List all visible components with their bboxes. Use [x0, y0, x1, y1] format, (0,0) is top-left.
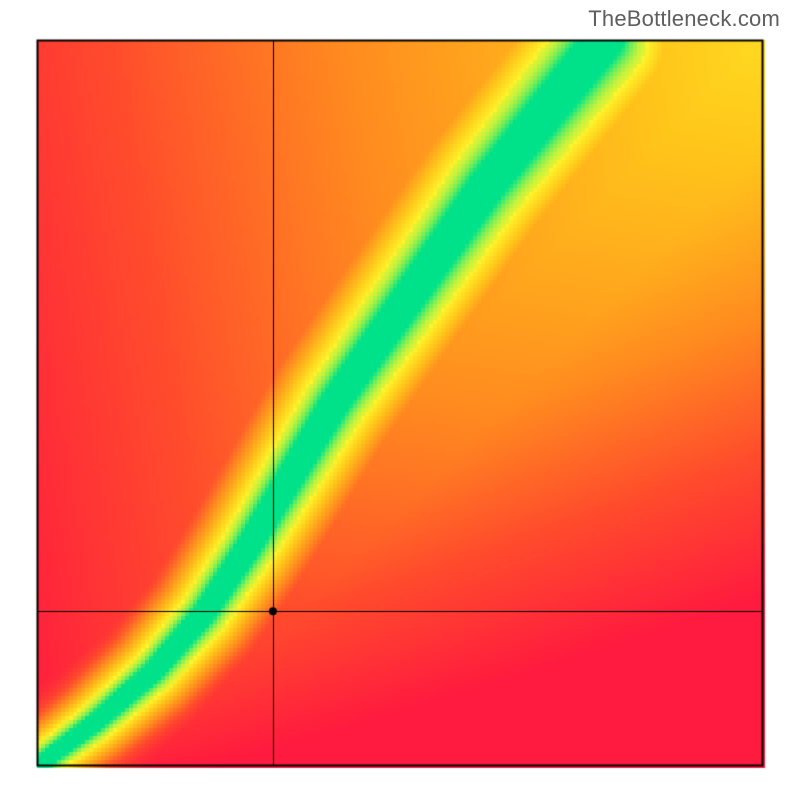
- heatmap-canvas: [0, 0, 800, 800]
- watermark-text: TheBottleneck.com: [588, 6, 780, 32]
- chart-stage: TheBottleneck.com: [0, 0, 800, 800]
